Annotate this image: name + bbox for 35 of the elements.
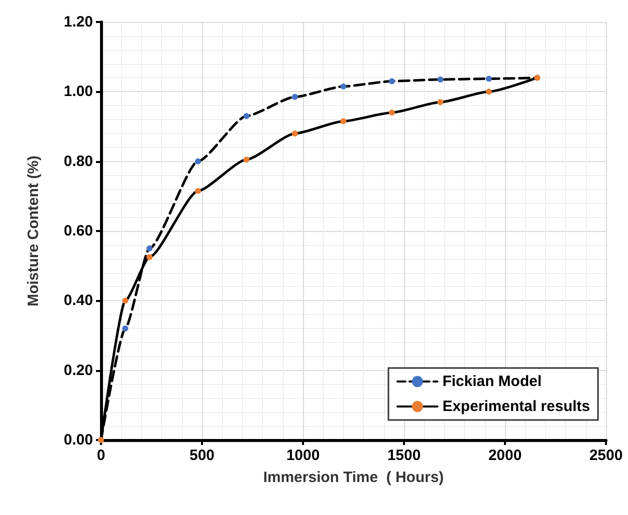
y-axis-title: Moisture Content (%) <box>25 156 42 306</box>
x-tick-label: 1000 <box>286 447 320 464</box>
x-tick-label: 2500 <box>589 447 623 464</box>
point <box>146 245 152 252</box>
point <box>340 83 346 90</box>
legend-label: Fickian Model <box>442 373 542 390</box>
y-tick-label: 1.20 <box>64 14 93 30</box>
legend-label: Experimental results <box>442 398 590 415</box>
point <box>122 326 128 332</box>
y-tick-label: 0.20 <box>64 362 93 379</box>
point <box>437 99 444 106</box>
point <box>340 118 346 124</box>
y-tick-label: 1.00 <box>64 83 93 100</box>
point <box>146 254 152 260</box>
point <box>194 188 201 194</box>
y-tick-label: 0.60 <box>64 222 93 240</box>
point <box>122 298 128 304</box>
y-tick-label: 0.40 <box>64 292 93 310</box>
y-tick-label: 0.80 <box>64 152 93 170</box>
point <box>486 88 492 95</box>
x-axis-title: Immersion Time ( Hours) <box>263 469 444 486</box>
y-tick-label: 0.00 <box>64 432 93 448</box>
point <box>243 113 250 120</box>
point <box>292 130 298 136</box>
point <box>243 156 250 163</box>
point <box>388 78 395 84</box>
point <box>437 76 444 82</box>
x-tick-label: 1500 <box>387 447 421 464</box>
point <box>194 158 201 164</box>
x-tick-label: 500 <box>189 447 215 464</box>
point <box>486 76 492 82</box>
point <box>388 110 395 116</box>
point <box>292 94 298 100</box>
x-tick-label: 0 <box>96 447 106 464</box>
x-tick-label: 2000 <box>488 447 522 464</box>
